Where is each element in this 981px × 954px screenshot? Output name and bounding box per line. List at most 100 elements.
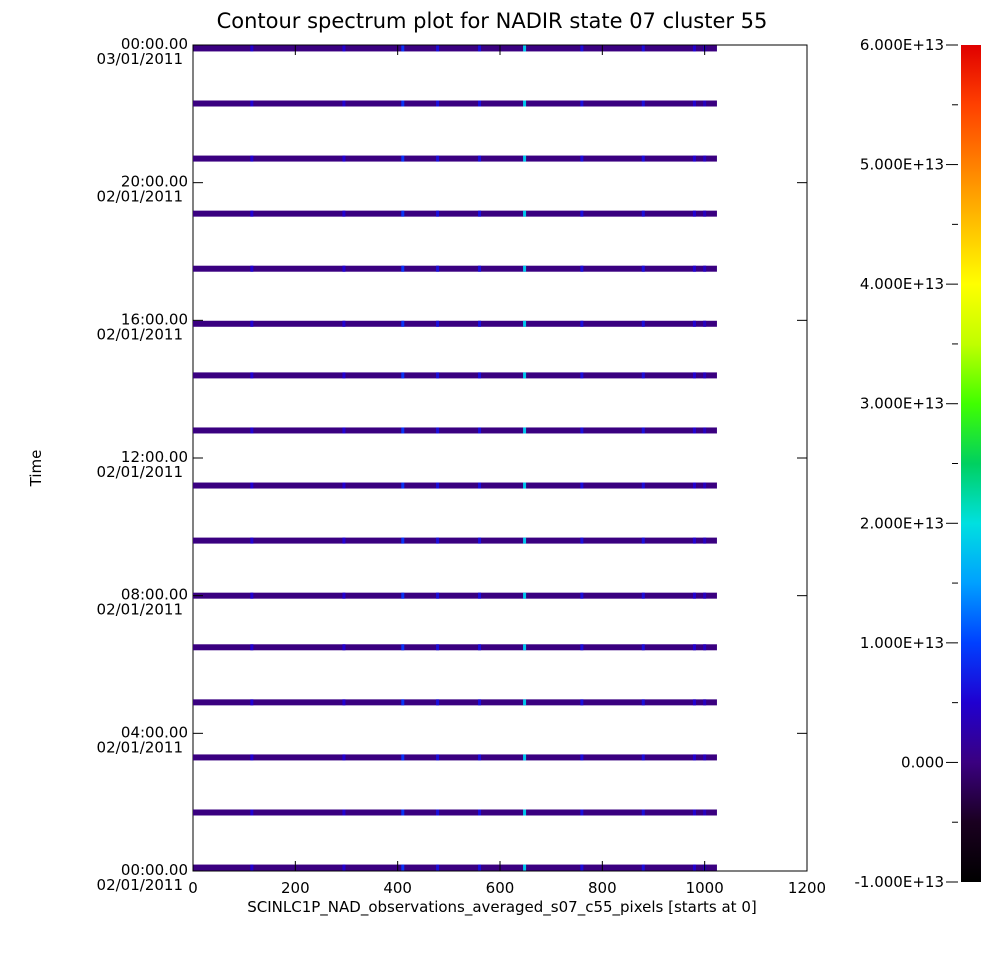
band-highlight <box>641 699 645 706</box>
observation-band <box>193 100 717 107</box>
band-highlight <box>436 699 440 706</box>
observation-band <box>193 320 717 327</box>
band-highlight <box>401 372 405 379</box>
band-highlight <box>401 100 405 107</box>
band-highlight <box>523 100 527 107</box>
band-highlight <box>250 754 254 761</box>
band-highlight <box>478 482 482 489</box>
band-highlight <box>523 427 527 434</box>
y-tick-date: 02/01/2011 <box>97 601 183 619</box>
band-highlight <box>523 644 527 651</box>
band-highlight <box>580 537 584 544</box>
band-highlight <box>342 45 346 52</box>
band-highlight <box>436 100 440 107</box>
band-highlight <box>580 864 584 871</box>
band-highlight <box>436 809 440 816</box>
band-highlight <box>250 265 254 272</box>
band-highlight <box>436 864 440 871</box>
x-tick-label: 1200 <box>788 879 826 897</box>
band-highlight <box>703 699 707 706</box>
band-highlight <box>478 155 482 162</box>
band-highlight <box>641 155 645 162</box>
band-highlight <box>436 754 440 761</box>
x-axis-label: SCINLC1P_NAD_observations_averaged_s07_c… <box>247 898 756 917</box>
band-highlight <box>342 644 346 651</box>
x-tick-label: 1000 <box>686 879 724 897</box>
band-highlight <box>703 210 707 217</box>
band-highlight <box>250 592 254 599</box>
band-highlight <box>478 210 482 217</box>
x-tick-label: 800 <box>588 879 617 897</box>
band-highlight <box>580 754 584 761</box>
band-highlight <box>641 482 645 489</box>
band-highlight <box>580 265 584 272</box>
band-highlight <box>478 864 482 871</box>
band-highlight <box>401 644 405 651</box>
band-highlight <box>250 537 254 544</box>
y-axis-label: Time <box>27 450 45 488</box>
band-highlight <box>703 644 707 651</box>
band-highlight <box>250 155 254 162</box>
band-highlight <box>342 427 346 434</box>
band-highlight <box>342 265 346 272</box>
band-highlight <box>523 265 527 272</box>
band-highlight <box>436 265 440 272</box>
band-highlight <box>342 699 346 706</box>
band-highlight <box>641 45 645 52</box>
observation-band <box>193 809 717 816</box>
band-highlight <box>478 699 482 706</box>
band-highlight <box>703 537 707 544</box>
band-highlight <box>436 372 440 379</box>
y-tick-date: 02/01/2011 <box>97 876 183 894</box>
x-tick-label: 0 <box>188 879 198 897</box>
x-tick-label: 200 <box>281 879 310 897</box>
band-highlight <box>703 100 707 107</box>
band-highlight <box>523 754 527 761</box>
band-highlight <box>641 210 645 217</box>
band-highlight <box>250 210 254 217</box>
band-highlight <box>580 427 584 434</box>
band-highlight <box>436 210 440 217</box>
band-highlight <box>523 864 527 871</box>
observation-band <box>193 372 717 379</box>
band-highlight <box>436 45 440 52</box>
observation-band <box>193 210 717 217</box>
y-tick-date: 02/01/2011 <box>97 325 183 343</box>
band-highlight <box>250 372 254 379</box>
band-highlight <box>692 100 696 107</box>
observation-band <box>193 427 717 434</box>
band-highlight <box>342 809 346 816</box>
band-highlight <box>436 482 440 489</box>
band-highlight <box>478 644 482 651</box>
y-tick-time: 00:00.00 <box>121 861 188 879</box>
band-highlight <box>478 809 482 816</box>
band-highlight <box>692 864 696 871</box>
band-highlight <box>692 372 696 379</box>
band-highlight <box>692 427 696 434</box>
x-axis: 0 200 400 600 800 1000 1200 <box>188 45 826 897</box>
band-highlight <box>342 320 346 327</box>
band-highlight <box>641 754 645 761</box>
band-highlight <box>523 372 527 379</box>
band-highlight <box>342 754 346 761</box>
band-highlight <box>703 155 707 162</box>
band-highlight <box>436 592 440 599</box>
band-highlight <box>692 699 696 706</box>
band-highlight <box>436 644 440 651</box>
band-highlight <box>641 427 645 434</box>
chart-title: Contour spectrum plot for NADIR state 07… <box>217 9 768 33</box>
x-tick-label: 600 <box>486 879 515 897</box>
band-highlight <box>478 592 482 599</box>
band-highlight <box>401 537 405 544</box>
band-highlight <box>580 155 584 162</box>
band-highlight <box>641 100 645 107</box>
band-highlight <box>641 320 645 327</box>
band-highlight <box>641 644 645 651</box>
band-highlight <box>250 864 254 871</box>
band-highlight <box>401 754 405 761</box>
band-highlight <box>342 592 346 599</box>
observation-band <box>193 265 717 272</box>
band-highlight <box>580 210 584 217</box>
band-highlight <box>401 482 405 489</box>
observation-band <box>193 537 717 544</box>
